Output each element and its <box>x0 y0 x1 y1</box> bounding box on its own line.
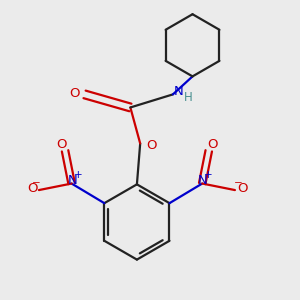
Text: N: N <box>173 85 183 98</box>
Text: +: + <box>74 170 82 180</box>
Text: O: O <box>27 182 38 195</box>
Text: +: + <box>204 170 213 180</box>
Text: O: O <box>56 138 67 152</box>
Text: H: H <box>184 91 193 104</box>
Text: N: N <box>198 174 208 187</box>
Text: −: − <box>234 178 243 188</box>
Text: −: − <box>32 178 41 188</box>
Text: O: O <box>237 182 247 195</box>
Text: O: O <box>146 139 157 152</box>
Text: O: O <box>69 87 79 100</box>
Text: O: O <box>207 138 218 152</box>
Text: N: N <box>68 174 77 187</box>
